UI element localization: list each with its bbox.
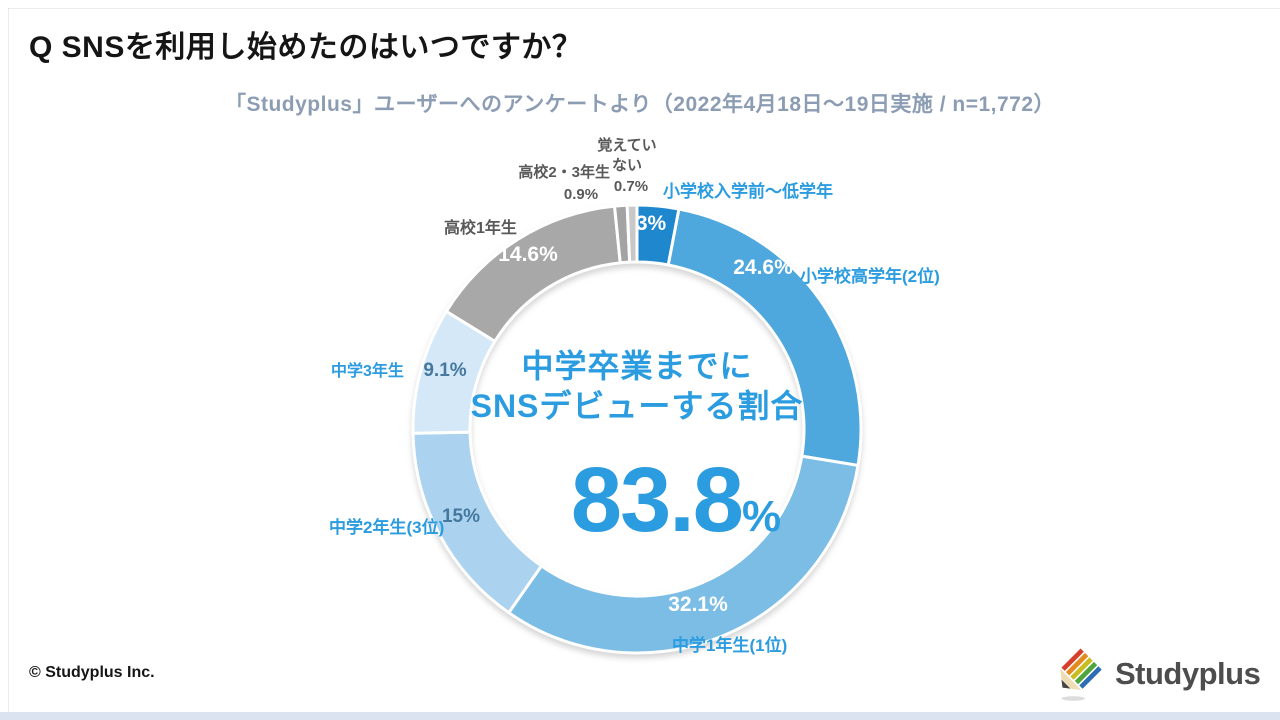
segment-value-jhs-year2: 15%: [441, 506, 481, 527]
pencil-icon: [1060, 648, 1102, 701]
center-big-value-row: 83.8%: [427, 448, 847, 553]
slide-left-edge: [8, 8, 9, 720]
logo-wordmark: Studyplus: [1115, 656, 1261, 691]
segment-value-jhs-year3: 9.1%: [423, 360, 467, 381]
segment-label-jhs-year2: 中学2年生(3位): [329, 518, 445, 537]
segment-value-pre-elementary: 3%: [635, 212, 667, 235]
bottom-accent-bar: [0, 712, 1280, 720]
segment-label-upper-elementary: 小学校高学年(2位): [800, 267, 940, 286]
segment-label-hs-year1: 高校1年生: [444, 220, 517, 237]
page-title: Q SNSを利用し始めたのはいつですか？: [29, 31, 583, 64]
donut-segment-dont-remember: [625, 203, 639, 264]
segment-label-dont-remember: 覚えていない: [597, 137, 657, 174]
segment-value-hs-year1: 14.6%: [498, 243, 558, 266]
segment-label-jhs-year3: 中学3年生: [331, 363, 404, 380]
segment-value-jhs-year1: 32.1%: [668, 593, 728, 616]
segment-value-dont-remember: 0.7%: [613, 178, 649, 195]
segment-label-hs-year2-3: 高校2・3年生: [518, 164, 610, 181]
segment-label-jhs-year1: 中学1年生(1位): [672, 636, 788, 655]
survey-subtitle: 「Studyplus」ユーザーへのアンケートより（2022年4月18日～19日実…: [224, 93, 1056, 116]
slide-top-edge: [8, 8, 1280, 9]
segment-value-hs-year2-3: 0.9%: [563, 186, 599, 203]
copyright-text: © Studyplus Inc.: [29, 664, 155, 681]
segment-label-pre-elementary: 小学校入学前～低学年: [663, 182, 833, 201]
center-text-line2: SNSデビューする割合: [470, 388, 804, 424]
segment-value-upper-elementary: 24.6%: [733, 256, 793, 279]
center-big-unit: %: [741, 492, 782, 541]
donut-segment-jhs-year1: [507, 454, 860, 655]
center-text-line1: 中学卒業までに: [521, 348, 753, 384]
donut-center-callout: 中学卒業までに SNSデビューする割合 83.8%: [427, 346, 847, 553]
center-big-value: 83.8: [570, 449, 744, 551]
studyplus-logo: Studyplus: [1058, 648, 1261, 706]
